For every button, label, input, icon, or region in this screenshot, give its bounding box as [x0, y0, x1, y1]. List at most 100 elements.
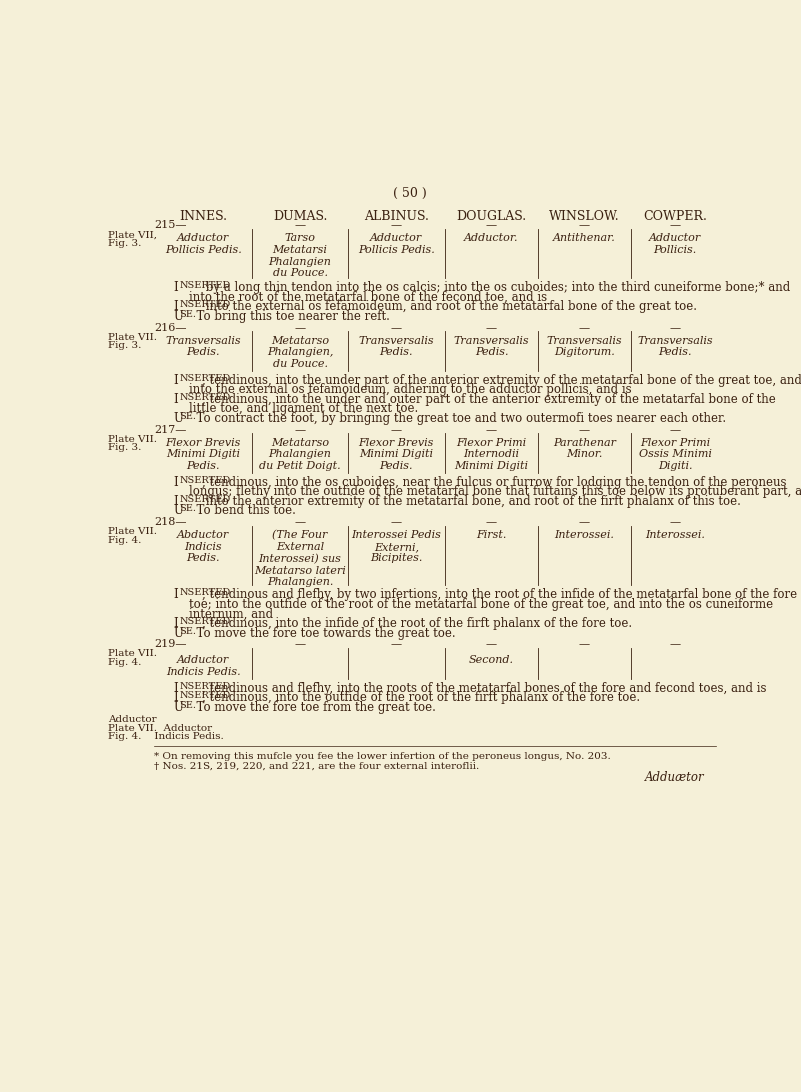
Text: COWPER.: COWPER. [643, 210, 707, 223]
Text: Tarso
Metatarsi
Phalangien
du Pouce.: Tarso Metatarsi Phalangien du Pouce. [268, 234, 332, 278]
Text: —: — [486, 518, 497, 527]
Text: I: I [174, 691, 179, 704]
Text: DOUGLAS.: DOUGLAS. [457, 210, 526, 223]
Text: NSERTED: NSERTED [179, 587, 231, 597]
Text: Transversalis
Pedis.: Transversalis Pedis. [638, 336, 713, 357]
Text: —: — [670, 425, 681, 435]
Text: U: U [174, 701, 183, 714]
Text: Plate VII.: Plate VII. [108, 435, 157, 443]
Text: —: — [579, 221, 590, 230]
Text: NSERTED: NSERTED [179, 300, 231, 309]
Text: Parathenar
Minor.: Parathenar Minor. [553, 438, 616, 460]
Text: —: — [579, 639, 590, 650]
Text: Transversalis
Digitorum.: Transversalis Digitorum. [547, 336, 622, 357]
Text: INNES.: INNES. [179, 210, 227, 223]
Text: —: — [391, 425, 402, 435]
Text: Transversalis
Pedis.: Transversalis Pedis. [453, 336, 529, 357]
Text: Adductor
Pollicis.: Adductor Pollicis. [649, 234, 702, 256]
Text: Flexor Primi
Ossis Minimi
Digiti.: Flexor Primi Ossis Minimi Digiti. [638, 438, 711, 471]
Text: NSERTED: NSERTED [179, 393, 231, 402]
Text: Plate VII.: Plate VII. [108, 333, 157, 342]
Text: First.: First. [477, 531, 507, 541]
Text: SE.: SE. [179, 310, 196, 319]
Text: NSERTED: NSERTED [179, 281, 231, 290]
Text: into the external os fefamoideum, and root of the metatarfal bone of the great t: into the external os fefamoideum, and ro… [202, 300, 697, 313]
Text: —: — [486, 639, 497, 650]
Text: 218—: 218— [155, 518, 187, 527]
Text: Fig. 4.: Fig. 4. [108, 536, 141, 545]
Text: into the external os fefamoideum, adhering to the adductor pollicis, and is: into the external os fefamoideum, adheri… [174, 383, 631, 396]
Text: Fig. 4.: Fig. 4. [108, 657, 141, 667]
Text: , tendinous, into the outfide of the root of the firft phalanx of the fore toe.: , tendinous, into the outfide of the roo… [202, 691, 640, 704]
Text: Adduætor: Adduætor [645, 771, 705, 784]
Text: I: I [174, 495, 179, 508]
Text: —: — [486, 425, 497, 435]
Text: —: — [295, 323, 306, 333]
Text: Fig. 3.: Fig. 3. [108, 443, 141, 452]
Text: I: I [174, 681, 179, 695]
Text: little toe, and ligament of the next toe.: little toe, and ligament of the next toe… [174, 403, 418, 415]
Text: Transversalis
Pedis.: Transversalis Pedis. [358, 336, 434, 357]
Text: To bend this toe.: To bend this toe. [189, 505, 296, 518]
Text: I: I [174, 300, 179, 313]
Text: Fig. 3.: Fig. 3. [108, 239, 141, 248]
Text: toe; into the outfide of the root of the metatarfal bone of the great toe, and i: toe; into the outfide of the root of the… [174, 597, 773, 610]
Text: U: U [174, 412, 183, 425]
Text: —: — [579, 518, 590, 527]
Text: NSERTED: NSERTED [179, 373, 231, 382]
Text: I: I [174, 476, 179, 488]
Text: Plate VII.: Plate VII. [108, 650, 157, 658]
Text: To move the fore toe towards the great toe.: To move the fore toe towards the great t… [189, 627, 456, 640]
Text: SE.: SE. [179, 627, 196, 636]
Text: Interossei.: Interossei. [646, 531, 705, 541]
Text: Second.: Second. [469, 655, 514, 665]
Text: NSERTED: NSERTED [179, 691, 231, 700]
Text: * On removing this mufcle you fee the lower infertion of the peroneus longus, No: * On removing this mufcle you fee the lo… [155, 752, 611, 761]
Text: by a long thin tendon into the os calcis; into the os cuboides; into the third c: by a long thin tendon into the os calcis… [202, 281, 791, 294]
Text: I: I [174, 617, 179, 630]
Text: I: I [174, 281, 179, 294]
Text: longus; flethy into the outfide of the metatarfal bone that fuftains this toe be: longus; flethy into the outfide of the m… [174, 485, 801, 498]
Text: 215—: 215— [155, 221, 187, 230]
Text: U: U [174, 310, 183, 323]
Text: ALBINUS.: ALBINUS. [364, 210, 429, 223]
Text: —: — [670, 518, 681, 527]
Text: —: — [579, 323, 590, 333]
Text: U: U [174, 627, 183, 640]
Text: Interossei.: Interossei. [554, 531, 614, 541]
Text: Abductor
Indicis
Pedis.: Abductor Indicis Pedis. [177, 531, 229, 563]
Text: Plate VII,: Plate VII, [108, 230, 157, 239]
Text: SE.: SE. [179, 505, 196, 513]
Text: To contract the foot, by bringing the great toe and two outermofi toes nearer ea: To contract the foot, by bringing the gr… [189, 412, 726, 425]
Text: Flexor Brevis
Minimi Digiti
Pedis.: Flexor Brevis Minimi Digiti Pedis. [359, 438, 434, 471]
Text: Flexor Brevis
Minimi Digiti
Pedis.: Flexor Brevis Minimi Digiti Pedis. [166, 438, 241, 471]
Text: Adductor: Adductor [108, 715, 156, 724]
Text: Transversalis
Pedis.: Transversalis Pedis. [165, 336, 241, 357]
Text: 216—: 216— [155, 323, 187, 333]
Text: —: — [295, 425, 306, 435]
Text: —: — [391, 221, 402, 230]
Text: 217—: 217— [155, 425, 187, 435]
Text: Adductor
Indicis Pedis.: Adductor Indicis Pedis. [166, 655, 240, 677]
Text: Antithenar.: Antithenar. [553, 234, 616, 244]
Text: WINSLOW.: WINSLOW. [549, 210, 620, 223]
Text: Metatarso
Phalangien,
du Pouce.: Metatarso Phalangien, du Pouce. [267, 336, 333, 369]
Text: U: U [174, 505, 183, 518]
Text: SE.: SE. [179, 412, 196, 422]
Text: 219—: 219— [155, 639, 187, 650]
Text: NSERTED: NSERTED [179, 681, 231, 690]
Text: —: — [486, 221, 497, 230]
Text: Fig. 3.: Fig. 3. [108, 341, 141, 351]
Text: NSERTED: NSERTED [179, 495, 231, 503]
Text: SE.: SE. [179, 701, 196, 710]
Text: Plate VII.: Plate VII. [108, 527, 157, 536]
Text: Adductor
Pollicis Pedis.: Adductor Pollicis Pedis. [358, 234, 435, 256]
Text: —: — [391, 639, 402, 650]
Text: , tendinous, into the under part of the anterior extremity of the metatarfal bon: , tendinous, into the under part of the … [202, 373, 801, 387]
Text: , tendinous and flefhy, into the roots of the metatarfal bones of the fore and f: , tendinous and flefhy, into the roots o… [202, 681, 767, 695]
Text: —: — [295, 639, 306, 650]
Text: , tendinous, into the under and outer part of the anterior extremity of the meta: , tendinous, into the under and outer pa… [202, 393, 775, 406]
Text: —: — [391, 518, 402, 527]
Text: Plate VII.  Adductor: Plate VII. Adductor [108, 724, 212, 733]
Text: —: — [579, 425, 590, 435]
